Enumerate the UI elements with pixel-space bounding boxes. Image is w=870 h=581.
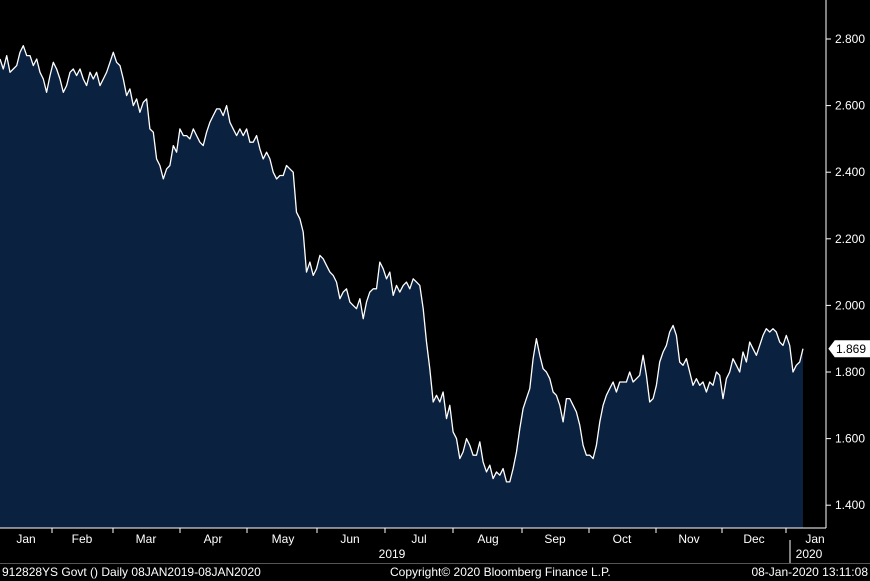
footer-copyright: Copyright© 2020 Bloomberg Finance L.P. [390,565,611,579]
x-month-label: May [272,532,295,546]
x-year-label: 2020 [796,547,823,561]
footer-security-info: 912828YS Govt () Daily 08JAN2019-08JAN20… [2,565,261,579]
last-value-label: 1.869 [836,342,866,356]
x-month-label: Sep [544,532,566,546]
footer-bar: 912828YS Govt () Daily 08JAN2019-08JAN20… [0,563,870,581]
x-year-label: 2019 [379,547,406,561]
x-month-label: Jun [340,532,359,546]
plot-area [0,45,804,528]
x-month-label: Oct [613,532,632,546]
y-tick-label: 2.200 [835,232,865,246]
last-value-box [828,340,870,358]
x-month-label: Nov [678,532,699,546]
x-month-label: Feb [72,532,93,546]
y-tick-label: 2.600 [835,99,865,113]
y-tick-label: 1.600 [835,432,865,446]
x-month-label: Dec [743,532,764,546]
x-month-label: Jan [16,532,35,546]
y-tick-label: 2.800 [835,32,865,46]
x-month-label: Aug [477,532,498,546]
x-month-label: Apr [204,532,223,546]
x-month-label: Jan [805,532,824,546]
x-month-label: Jul [411,532,426,546]
series-line [0,45,804,483]
last-value-callout: 1.869 [828,340,870,358]
y-tick-label: 1.800 [835,365,865,379]
y-tick-label: 2.400 [835,165,865,179]
y-tick-label: 2.000 [835,298,865,312]
series-area-fill [0,45,803,528]
x-month-label: Mar [136,532,157,546]
footer-timestamp: 08-Jan-2020 13:11:08 [751,565,868,579]
axes: 1.400 1.600 1.800 2.000 2.200 2.400 2.600 2.800… [0,0,870,563]
y-tick-label: 1.400 [835,498,865,512]
